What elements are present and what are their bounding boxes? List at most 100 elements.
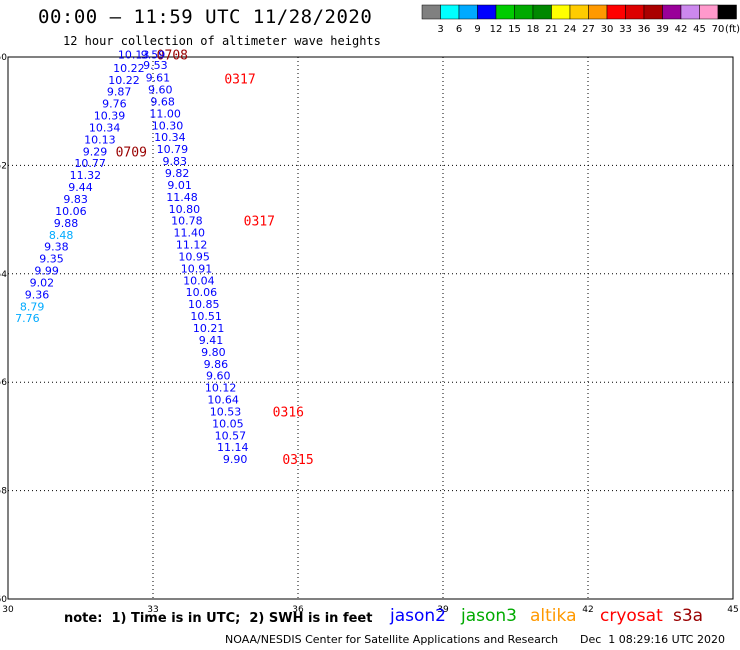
- y-tick-label: -50: [0, 53, 7, 63]
- colorbar-tick-label: 9: [474, 24, 480, 35]
- data-label: 9.76: [102, 98, 127, 111]
- data-label: 10.05: [212, 417, 244, 430]
- data-label: 10.22: [113, 62, 145, 75]
- data-label: 9.02: [30, 276, 55, 289]
- colorbar-swatch: [514, 4, 534, 20]
- data-label: 9.80: [201, 346, 226, 359]
- data-label: 9.86: [204, 358, 229, 371]
- data-label: 11.12: [176, 239, 208, 252]
- colorbar-swatch: [643, 4, 663, 20]
- colorbar-swatch: [680, 4, 700, 20]
- data-label: 10.06: [55, 205, 87, 218]
- data-label: 9.59: [141, 48, 166, 61]
- colorbar-swatch: [625, 4, 645, 20]
- colorbar-tick-label: 27: [582, 24, 595, 35]
- colorbar-tick-label: 70: [712, 24, 725, 35]
- y-tick-label: -52: [0, 161, 7, 171]
- data-label: 9.01: [167, 179, 192, 192]
- data-label: 9.60: [148, 84, 173, 97]
- data-label: 9.38: [44, 241, 69, 254]
- x-tick-label: 39: [437, 605, 449, 615]
- colorbar-swatch: [662, 4, 682, 20]
- x-tick-label: 42: [582, 605, 593, 615]
- x-tick-label: 45: [727, 605, 738, 615]
- data-label: 10.51: [190, 310, 222, 323]
- data-label: 9.83: [63, 193, 88, 206]
- data-label: 8.48: [49, 229, 74, 242]
- colorbar-tick-label: 3: [437, 24, 443, 35]
- colorbar-swatch: [588, 4, 608, 20]
- data-label: 10.53: [210, 405, 242, 418]
- colorbar-swatch: [569, 4, 589, 20]
- data-label: 10.80: [169, 203, 201, 216]
- data-label: 9.44: [68, 181, 93, 194]
- colorbar-swatch: [495, 4, 515, 20]
- colorbar-tick-label: 6: [456, 24, 462, 35]
- data-label: 9.82: [165, 167, 190, 180]
- plot-frame: [7, 56, 734, 600]
- colorbar-tick-label: 21: [545, 24, 558, 35]
- time-label: 0317: [224, 73, 255, 88]
- data-label: 9.61: [146, 72, 171, 85]
- colorbar-unit: (ft): [725, 24, 740, 35]
- data-label: 9.88: [54, 217, 79, 230]
- chart-marks: 10.1310.2210.229.879.7610.3910.3410.139.…: [15, 48, 314, 468]
- data-label: 10.64: [207, 394, 239, 407]
- colorbar-swatch: [532, 4, 552, 20]
- satellite-altika-label: altika: [530, 606, 577, 626]
- time-label: 0316: [273, 405, 304, 420]
- y-tick-label: -54: [0, 270, 7, 280]
- credit-text: NOAA/NESDIS Center for Satellite Applica…: [225, 633, 559, 646]
- data-label: 10.79: [157, 143, 189, 156]
- data-label: 10.13: [84, 133, 116, 146]
- colorbar-tick-label: 30: [601, 24, 614, 35]
- colorbar-swatch: [421, 4, 441, 20]
- colorbar-swatch: [440, 4, 460, 20]
- satellite-jason2-label: jason2: [390, 606, 446, 626]
- colorbar-swatch: [477, 4, 497, 20]
- colorbar-tick-label: 33: [619, 24, 632, 35]
- y-tick-label: -56: [0, 378, 7, 388]
- data-label: 11.40: [174, 227, 206, 240]
- colorbar-tick-label: 45: [693, 24, 706, 35]
- data-label: 10.95: [178, 250, 210, 263]
- note-text: note: 1) Time is in UTC; 2) SWH is in fe…: [64, 611, 373, 626]
- data-label: 7.76: [15, 312, 40, 325]
- colorbar: 3 6 9 12 15 18 21 24 27 30 33 36 39 42 45 70 (ft): [421, 4, 740, 35]
- data-label: 10.30: [152, 119, 184, 132]
- colorbar-tick-label: 39: [656, 24, 669, 35]
- colorbar-tick-label: 15: [508, 24, 521, 35]
- satellite-s3a-label: s3a: [673, 606, 704, 626]
- data-label: 9.36: [25, 288, 50, 301]
- x-tick-label: 33: [147, 605, 158, 615]
- y-tick-label: -60: [0, 595, 7, 605]
- data-label: 10.22: [108, 74, 140, 87]
- data-label: 9.68: [150, 95, 175, 108]
- x-tick-label: 36: [292, 605, 304, 615]
- time-label: 0317: [244, 215, 275, 230]
- data-label: 10.39: [94, 110, 126, 123]
- colorbar-swatch: [606, 4, 626, 20]
- time-label: 0708: [157, 48, 188, 63]
- satellite-cryosat-label: cryosat: [600, 606, 663, 626]
- time-label: 0709: [116, 145, 147, 160]
- data-label: 10.78: [171, 215, 203, 228]
- colorbar-tick-label: 18: [527, 24, 540, 35]
- data-label: 10.91: [181, 262, 213, 275]
- colorbar-tick-label: 12: [490, 24, 503, 35]
- data-label: 11.14: [217, 441, 249, 454]
- data-label: 10.77: [74, 157, 106, 170]
- data-label: 9.83: [163, 155, 188, 168]
- data-label: 9.53: [143, 59, 168, 72]
- chart-subtitle: 12 hour collection of altimeter wave hei…: [63, 34, 381, 48]
- data-label: 9.90: [223, 453, 248, 466]
- colorbar-tick-label: 24: [564, 24, 577, 35]
- data-label: 10.85: [188, 298, 220, 311]
- data-label: 10.12: [205, 382, 237, 395]
- data-label: 9.29: [83, 145, 108, 158]
- colorbar-swatch: [551, 4, 571, 20]
- data-label: 9.87: [107, 86, 132, 99]
- satellite-jason3-label: jason3: [461, 606, 517, 626]
- data-label: 11.48: [166, 191, 198, 204]
